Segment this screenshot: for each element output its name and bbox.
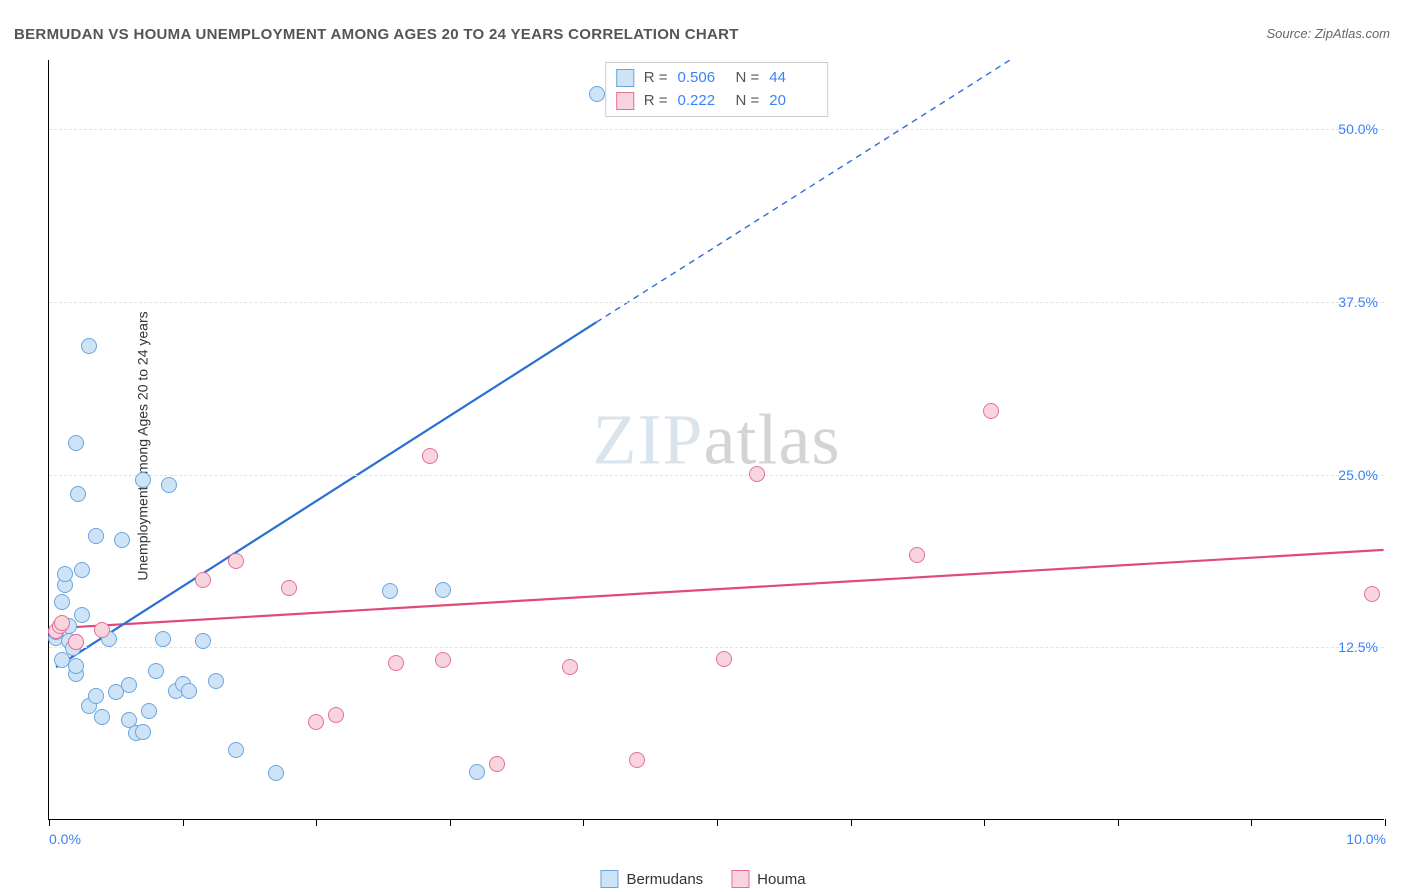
legend-swatch	[616, 69, 634, 87]
scatter-point-bermudans	[469, 764, 485, 780]
scatter-point-houma	[909, 547, 925, 563]
gridline-h	[49, 302, 1384, 303]
scatter-point-bermudans	[589, 86, 605, 102]
x-tick	[984, 819, 985, 826]
scatter-point-bermudans	[68, 435, 84, 451]
scatter-point-bermudans	[435, 582, 451, 598]
stat-r-value: 0.222	[678, 90, 726, 113]
legend-swatch	[616, 92, 634, 110]
x-tick	[1251, 819, 1252, 826]
x-tick	[450, 819, 451, 826]
gridline-h	[49, 647, 1384, 648]
x-tick	[49, 819, 50, 826]
scatter-point-bermudans	[268, 765, 284, 781]
legend-item-bermudans: Bermudans	[600, 870, 703, 888]
scatter-point-bermudans	[161, 477, 177, 493]
legend-item-houma: Houma	[731, 870, 805, 888]
scatter-point-houma	[54, 615, 70, 631]
scatter-point-bermudans	[88, 528, 104, 544]
scatter-point-bermudans	[148, 663, 164, 679]
scatter-point-bermudans	[228, 742, 244, 758]
correlation-stat-box: R = 0.506 N = 44 R = 0.222 N = 20	[605, 62, 829, 117]
scatter-point-houma	[328, 707, 344, 723]
stat-r-label: R =	[644, 90, 668, 113]
y-tick-label: 37.5%	[1338, 294, 1378, 310]
legend-label: Houma	[757, 871, 805, 888]
scatter-point-houma	[68, 634, 84, 650]
y-tick-label: 50.0%	[1338, 121, 1378, 137]
scatter-point-houma	[94, 622, 110, 638]
scatter-point-bermudans	[74, 607, 90, 623]
x-tick	[851, 819, 852, 826]
scatter-point-bermudans	[181, 683, 197, 699]
x-tick	[1385, 819, 1386, 826]
scatter-point-bermudans	[135, 724, 151, 740]
x-tick	[583, 819, 584, 826]
scatter-point-bermudans	[195, 633, 211, 649]
stat-r-label: R =	[644, 67, 668, 90]
scatter-point-bermudans	[94, 709, 110, 725]
gridline-h	[49, 129, 1384, 130]
scatter-point-houma	[388, 655, 404, 671]
legend-swatch	[600, 870, 618, 888]
gridline-h	[49, 475, 1384, 476]
scatter-point-houma	[562, 659, 578, 675]
y-tick-label: 12.5%	[1338, 639, 1378, 655]
scatter-point-houma	[435, 652, 451, 668]
x-tick	[717, 819, 718, 826]
x-tick	[183, 819, 184, 826]
source-attribution: Source: ZipAtlas.com	[1266, 26, 1390, 41]
stat-n-value: 44	[769, 67, 817, 90]
scatter-point-bermudans	[70, 486, 86, 502]
scatter-point-houma	[281, 580, 297, 596]
scatter-point-bermudans	[382, 583, 398, 599]
plot-area: ZIPatlas R = 0.506 N = 44 R = 0.222 N = 20 12.5…	[48, 60, 1384, 820]
scatter-point-bermudans	[155, 631, 171, 647]
scatter-point-bermudans	[141, 703, 157, 719]
x-tick	[1118, 819, 1119, 826]
scatter-point-bermudans	[208, 673, 224, 689]
watermark-zip: ZIP	[593, 399, 704, 479]
scatter-point-houma	[983, 403, 999, 419]
scatter-point-bermudans	[74, 562, 90, 578]
scatter-point-houma	[749, 466, 765, 482]
stat-n-label: N =	[736, 67, 760, 90]
scatter-point-bermudans	[88, 688, 104, 704]
scatter-point-houma	[195, 572, 211, 588]
scatter-point-houma	[716, 651, 732, 667]
legend-swatch	[731, 870, 749, 888]
y-tick-label: 25.0%	[1338, 467, 1378, 483]
stat-row-houma: R = 0.222 N = 20	[616, 90, 818, 113]
stat-row-bermudans: R = 0.506 N = 44	[616, 67, 818, 90]
stat-r-value: 0.506	[678, 67, 726, 90]
scatter-point-bermudans	[121, 677, 137, 693]
x-tick	[316, 819, 317, 826]
scatter-point-houma	[228, 553, 244, 569]
watermark: ZIPatlas	[593, 398, 841, 481]
scatter-point-bermudans	[54, 594, 70, 610]
scatter-point-houma	[629, 752, 645, 768]
scatter-point-houma	[1364, 586, 1380, 602]
scatter-point-bermudans	[81, 338, 97, 354]
scatter-point-houma	[422, 448, 438, 464]
scatter-point-bermudans	[135, 472, 151, 488]
scatter-point-houma	[308, 714, 324, 730]
watermark-atlas: atlas	[704, 399, 841, 479]
bottom-legend: Bermudans Houma	[600, 870, 805, 888]
x-tick-label: 10.0%	[1346, 831, 1386, 847]
chart-title: BERMUDAN VS HOUMA UNEMPLOYMENT AMONG AGE…	[14, 26, 739, 43]
x-tick-label: 0.0%	[49, 831, 81, 847]
scatter-point-bermudans	[68, 658, 84, 674]
trend-lines-layer	[49, 60, 1384, 819]
scatter-point-houma	[489, 756, 505, 772]
scatter-point-bermudans	[57, 566, 73, 582]
stat-n-value: 20	[769, 90, 817, 113]
scatter-point-bermudans	[114, 532, 130, 548]
legend-label: Bermudans	[626, 871, 703, 888]
stat-n-label: N =	[736, 90, 760, 113]
